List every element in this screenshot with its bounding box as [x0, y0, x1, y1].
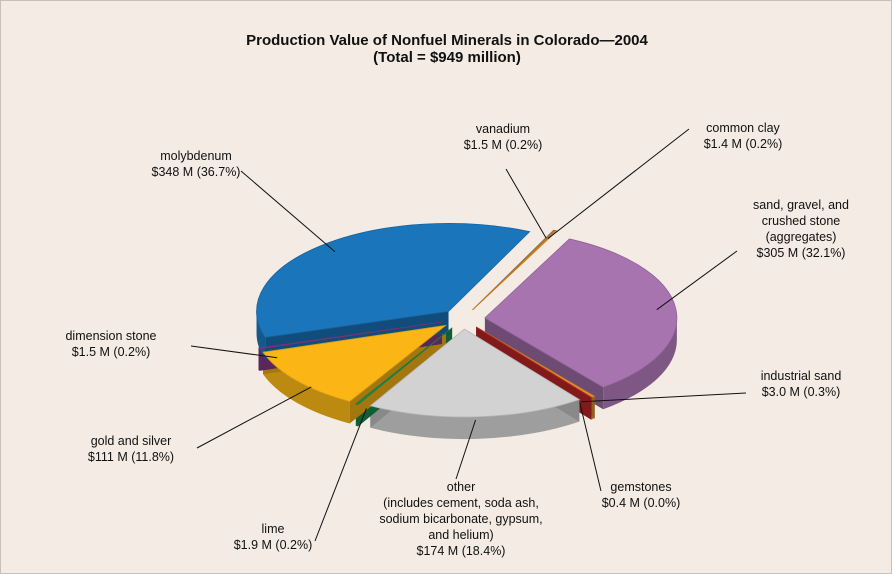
slice-category: common clay: [706, 121, 780, 135]
leader-line: [581, 392, 747, 403]
slice-label: lime $1.9 M (0.2%): [153, 521, 393, 553]
leader-line: [240, 170, 336, 253]
slice-category: sand, gravel, and crushed stone (aggrega…: [753, 198, 849, 244]
slice: [256, 223, 531, 338]
leader-line: [656, 250, 738, 311]
slice-label: vanadium $1.5 M (0.2%): [383, 121, 623, 153]
slice: [257, 321, 443, 350]
slice-value: $1.5 M (0.2%): [463, 138, 543, 152]
slice-label: gemstones $0.4 M (0.0%): [521, 479, 761, 511]
slice-value: $3.0 M (0.3%): [761, 385, 841, 399]
leader-line: [196, 386, 312, 449]
chart-subtitle: (Total = $949 million): [373, 49, 521, 66]
slice-label: dimension stone $1.5 M (0.2%): [1, 328, 231, 360]
leader-line: [190, 345, 278, 359]
leader-line: [505, 168, 547, 239]
slice: [369, 328, 581, 418]
leader-line: [547, 128, 690, 240]
leader-line: [579, 402, 602, 492]
slice-label: industrial sand $3.0 M (0.3%): [681, 368, 891, 400]
slice-label: gold and silver $111 M (11.8%): [11, 433, 251, 465]
slice-category: industrial sand: [760, 369, 842, 383]
slice-value: $0.4 M (0.0%): [601, 496, 681, 510]
slice-label: other (includes cement, soda ash, sodium…: [341, 479, 581, 559]
slice-category: gemstones: [610, 480, 672, 494]
leader-line: [455, 419, 477, 480]
slice-value: $111 M (11.8%): [87, 450, 175, 464]
chart-title: Production Value of Nonfuel Minerals in …: [246, 32, 648, 49]
slice-category: other (includes cement, soda ash, sodium…: [379, 480, 543, 542]
slice-side: [370, 399, 580, 440]
slice-label: molybdenum $348 M (36.7%): [76, 148, 316, 180]
slice-label: common clay $1.4 M (0.2%): [623, 120, 863, 152]
slice-category: molybdenum: [160, 149, 232, 163]
slice-side: [603, 317, 677, 410]
slice: [484, 238, 678, 388]
slice: [475, 326, 593, 399]
leader-line: [314, 408, 367, 542]
slice: [355, 327, 453, 405]
slice-category: gold and silver: [90, 434, 172, 448]
slice-value: $1.9 M (0.2%): [233, 538, 313, 552]
slice-category: dimension stone: [65, 329, 157, 343]
slice-label: sand, gravel, and crushed stone (aggrega…: [681, 197, 891, 261]
slice-value: $348 M (36.7%): [151, 165, 241, 179]
slice-value: $305 M (32.1%): [756, 246, 846, 260]
slice-category: vanadium: [475, 122, 531, 136]
slice-value: $1.4 M (0.2%): [703, 137, 783, 151]
slice-side: [263, 352, 350, 424]
slice-value: $174 M (18.4%): [416, 544, 506, 558]
slice-category: lime: [261, 522, 285, 536]
slice-value: $1.5 M (0.2%): [71, 345, 151, 359]
